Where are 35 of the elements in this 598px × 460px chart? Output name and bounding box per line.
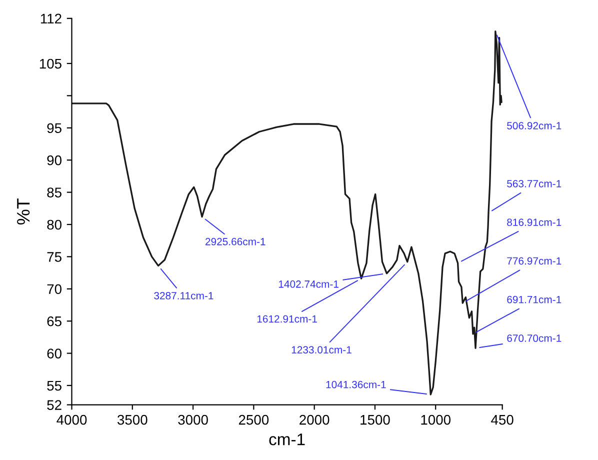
y-tick-label: 52 [47, 400, 62, 410]
x-tick-label: 1500 [360, 414, 390, 425]
annotation: 776.97cm-1 [507, 257, 562, 265]
y-tick-label: 65 [47, 316, 62, 326]
x-tick-label: 2000 [300, 414, 330, 425]
annotation: 1233.01cm-1 [292, 346, 352, 354]
x-tick-label: 450 [491, 414, 514, 425]
y-tick-label: 80 [47, 220, 62, 230]
annotation: 506.92cm-1 [507, 122, 562, 130]
y-tick-label: 90 [47, 155, 62, 166]
annotation: 563.77cm-1 [507, 180, 562, 188]
y-tick-label: 60 [47, 348, 62, 358]
annotation: 1402.74cm-1 [278, 280, 338, 288]
y-tick-label: 85 [47, 188, 62, 198]
annotation: 1612.91cm-1 [257, 315, 317, 323]
y-tick-label: 55 [47, 380, 62, 391]
y-tick-label: 112 [40, 14, 62, 24]
x-tick-label: 3500 [117, 414, 148, 425]
annotation: 1041.36cm-1 [326, 380, 386, 388]
annotation: 816.91cm-1 [507, 218, 562, 226]
y-tick-label: 70 [47, 284, 62, 294]
x-axis-title: cm-1 [269, 434, 305, 446]
x-tick-label: 1000 [421, 414, 451, 425]
y-tick-label: 75 [47, 252, 62, 262]
x-tick-label: 2500 [238, 414, 269, 425]
y-tick-label: 105 [40, 58, 62, 69]
annotation: 691.71cm-1 [507, 296, 562, 304]
y-axis-title: %T [17, 198, 30, 224]
line-series [72, 30, 502, 396]
annotation: 2925.66cm-1 [206, 238, 266, 246]
y-tick-label: 95 [47, 123, 62, 134]
annotation: 670.70cm-1 [507, 334, 562, 342]
annotation: 3287.11cm-1 [154, 292, 214, 300]
x-tick-label: 4000 [56, 414, 87, 425]
x-tick-label: 3000 [178, 414, 208, 425]
